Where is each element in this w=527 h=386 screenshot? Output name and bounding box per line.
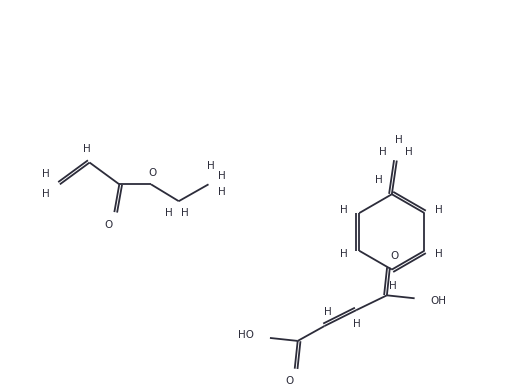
Text: O: O (286, 376, 294, 386)
Text: HO: HO (238, 330, 254, 340)
Text: H: H (353, 319, 361, 329)
Text: H: H (379, 147, 387, 157)
Text: H: H (324, 307, 331, 317)
Text: H: H (405, 147, 413, 157)
Text: H: H (83, 144, 91, 154)
Text: H: H (207, 161, 214, 171)
Text: OH: OH (431, 296, 446, 306)
Text: H: H (395, 135, 403, 145)
Text: H: H (435, 205, 443, 215)
Text: H: H (42, 169, 50, 179)
Text: H: H (219, 171, 226, 181)
Text: H: H (42, 189, 50, 199)
Text: H: H (435, 249, 443, 259)
Text: H: H (389, 281, 397, 291)
Text: H: H (340, 205, 348, 215)
Text: H: H (181, 208, 189, 218)
Text: O: O (104, 220, 113, 230)
Text: O: O (391, 251, 399, 261)
Text: H: H (165, 208, 173, 218)
Text: O: O (148, 168, 156, 178)
Text: H: H (219, 187, 226, 197)
Text: H: H (375, 175, 383, 185)
Text: H: H (340, 249, 348, 259)
